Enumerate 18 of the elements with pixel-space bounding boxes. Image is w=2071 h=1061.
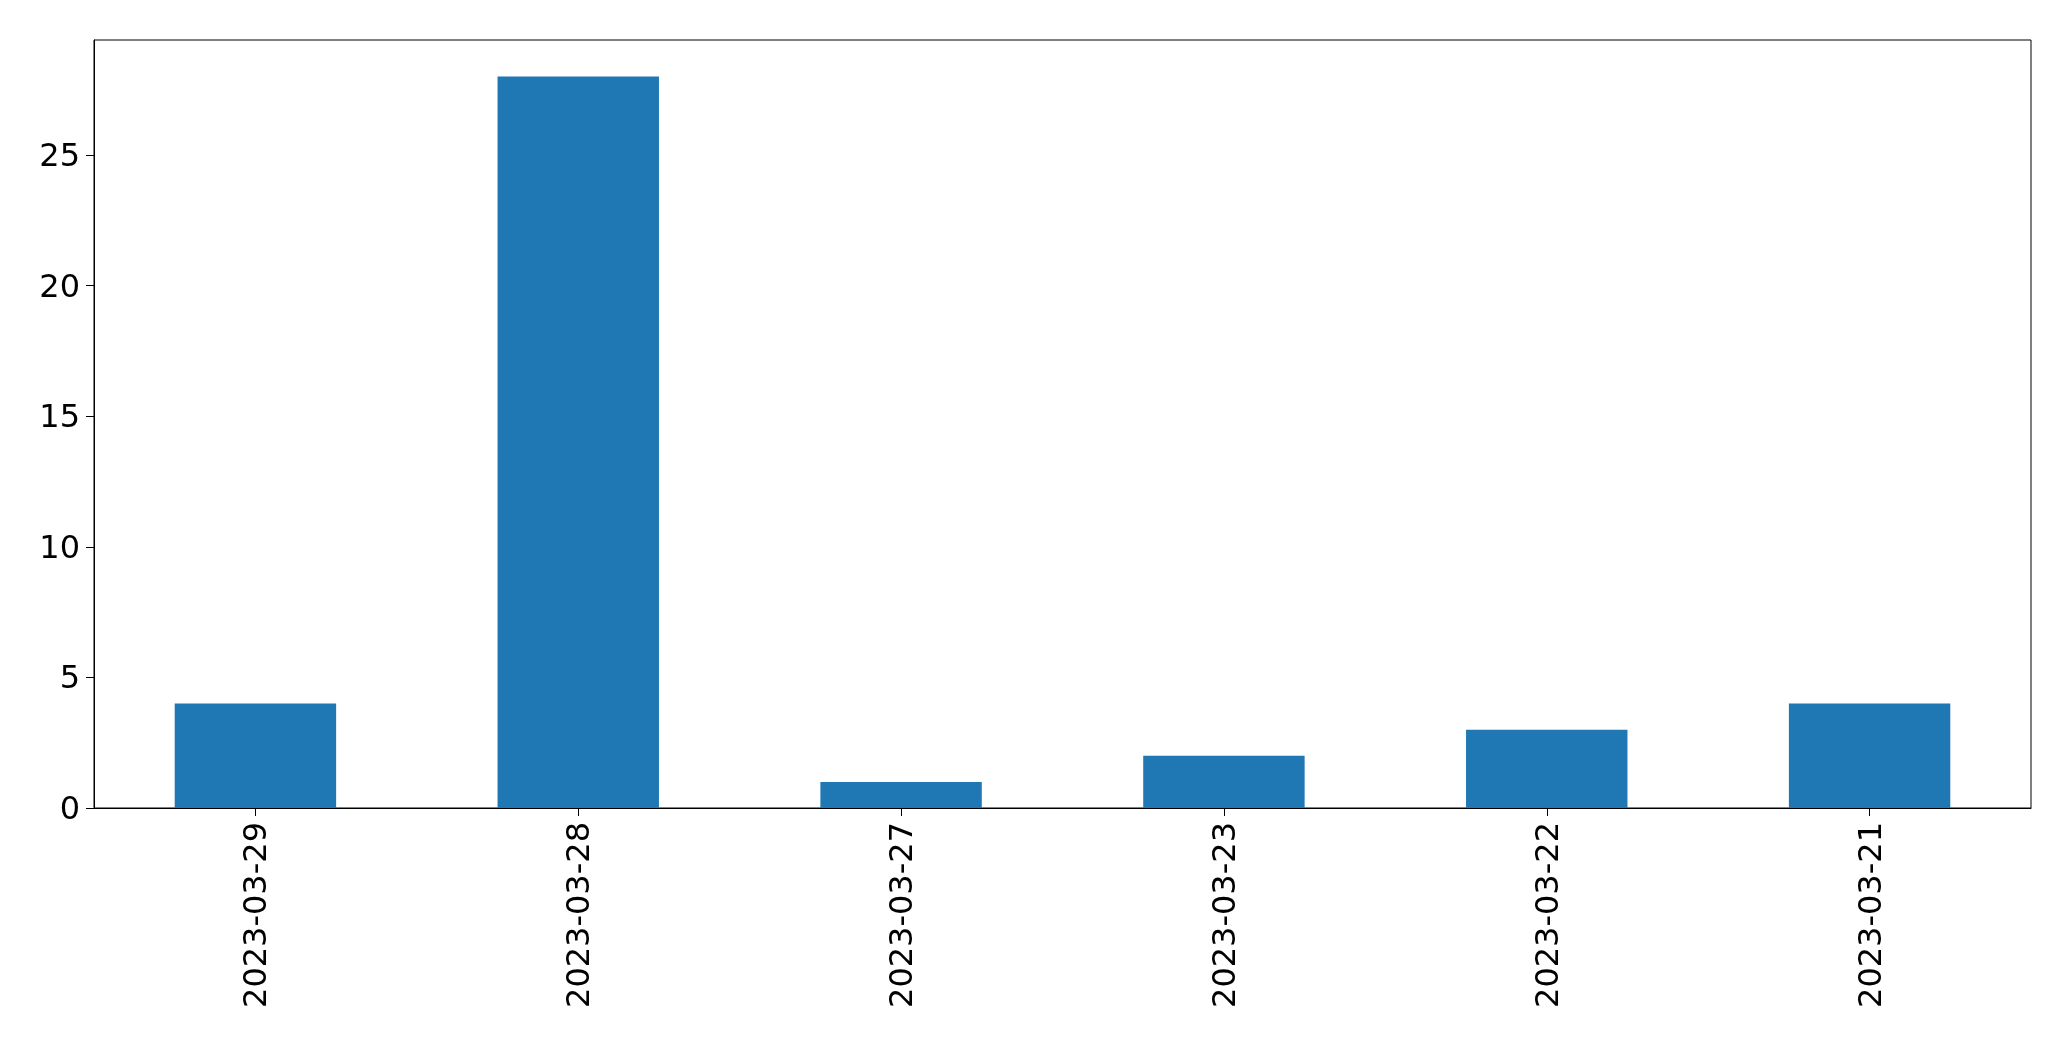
y-tick-label: 10 (39, 527, 80, 566)
bar (174, 703, 337, 808)
x-tick-label: 2023-03-29 (236, 822, 275, 1008)
x-tick-label: 2023-03-23 (1204, 822, 1243, 1008)
x-tick-label: 2023-03-21 (1850, 822, 1889, 1008)
x-tick-label: 2023-03-27 (882, 822, 921, 1008)
bar (1788, 703, 1951, 808)
bar (1466, 729, 1628, 808)
y-tick-label: 20 (39, 266, 80, 305)
bar (497, 76, 659, 808)
bar (820, 781, 982, 808)
y-tick-label: 5 (59, 658, 80, 697)
x-tick-label: 2023-03-22 (1527, 822, 1566, 1008)
y-tick-label: 15 (39, 397, 80, 436)
y-tick-label: 0 (59, 789, 80, 827)
bar (1143, 755, 1305, 808)
x-tick-label: 2023-03-28 (559, 822, 598, 1008)
y-tick-label: 25 (39, 135, 80, 174)
